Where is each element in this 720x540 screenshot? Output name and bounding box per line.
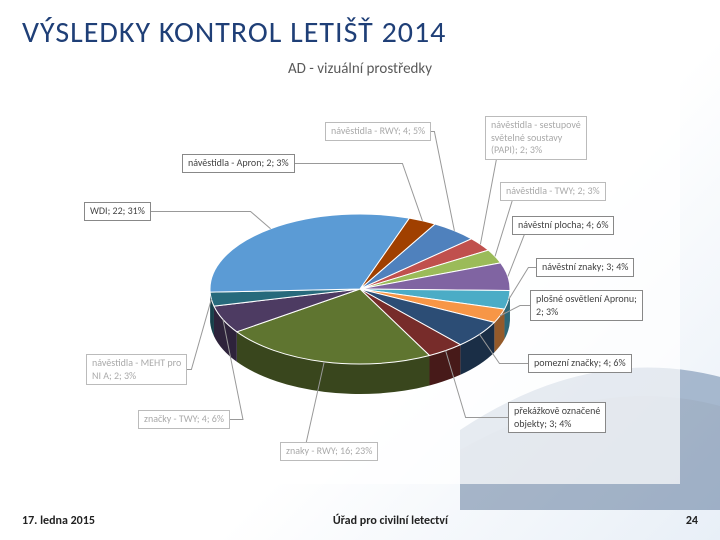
callout-label: návěstní znaky; 3; 4% (536, 258, 634, 277)
callout-label: návěstní plocha; 4; 6% (512, 216, 614, 235)
callout-leader (431, 132, 454, 231)
callout-label: návěstidla - RWY; 4; 5% (325, 122, 431, 141)
footer-org: Úřad pro civilní letectví (333, 514, 448, 528)
footer: 17. ledna 2015 Úřad pro civilní letectví… (22, 514, 698, 528)
callout-label: značky - TWY; 4; 6% (138, 410, 230, 429)
callout-label: plošné osvětlení Apronu;2; 3% (530, 290, 643, 321)
callout-label: pomezní značky; 4; 6% (528, 354, 632, 373)
callout-label: překážkově označenéobjekty; 3; 4% (508, 402, 606, 433)
callout-label: návěstidla - sestupovésvětelné soustavy(… (485, 116, 587, 160)
footer-date: 17. ledna 2015 (22, 514, 95, 528)
callout-leader (151, 212, 271, 229)
callout-label: znaky - RWY; 16; 23% (280, 442, 378, 461)
footer-page: 24 (686, 514, 698, 528)
callout-label: WDI; 22; 31% (84, 202, 151, 221)
callout-leader (187, 299, 211, 369)
callout-label: návěstidla - Apron; 2; 3% (182, 154, 295, 173)
chart-container: AD - vizuální prostředky návěstidla - RW… (40, 54, 680, 484)
page-title: VÝSLEDKY KONTROL LETIŠŤ 2014 (22, 14, 446, 51)
callout-leader (295, 164, 422, 221)
callout-label: návěstidla - MEHT proNI A; 2; 3% (86, 354, 187, 385)
callout-label: návěstidla - TWY; 2; 3% (500, 182, 606, 201)
slide-root: VÝSLEDKY KONTROL LETIŠŤ 2014 AD - vizuál… (0, 0, 720, 540)
